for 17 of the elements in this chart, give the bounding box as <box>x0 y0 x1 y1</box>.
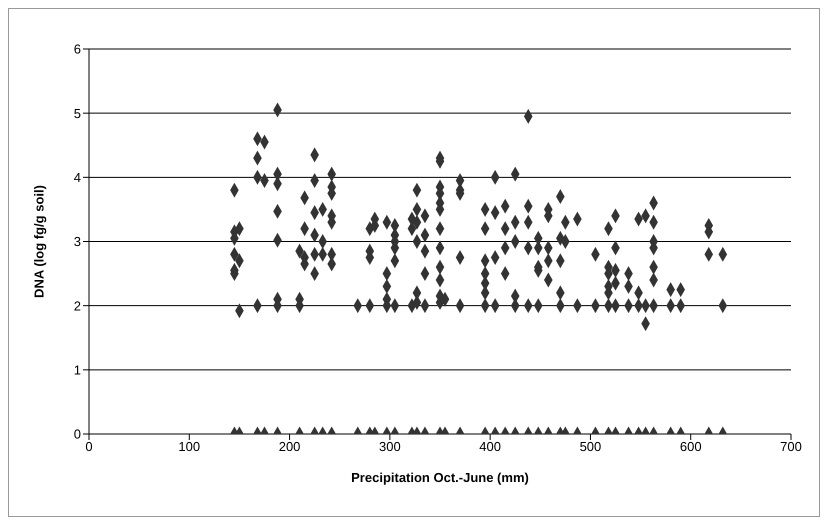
x-tick-label: 500 <box>580 439 602 454</box>
x-tick-label: 600 <box>680 439 702 454</box>
y-tick-label: 3 <box>74 234 81 250</box>
y-tick-label: 2 <box>74 298 81 314</box>
y-tick-label: 4 <box>74 170 81 185</box>
x-tick-label: 200 <box>278 439 300 454</box>
y-axis-title: DNA (log fg/g soil) <box>32 185 47 298</box>
x-tick-label: 400 <box>479 439 501 454</box>
x-axis-title: Precipitation Oct.-June (mm) <box>351 470 529 485</box>
y-tick-label: 6 <box>74 42 81 57</box>
x-tick-label: 300 <box>379 439 401 454</box>
x-tick-label: 0 <box>85 439 93 454</box>
x-tick-label: 700 <box>780 439 802 454</box>
y-tick-label: 0 <box>74 426 81 442</box>
y-tick-label: 1 <box>74 362 81 378</box>
x-tick-label: 100 <box>178 439 200 454</box>
y-tick-label: 5 <box>74 106 81 121</box>
